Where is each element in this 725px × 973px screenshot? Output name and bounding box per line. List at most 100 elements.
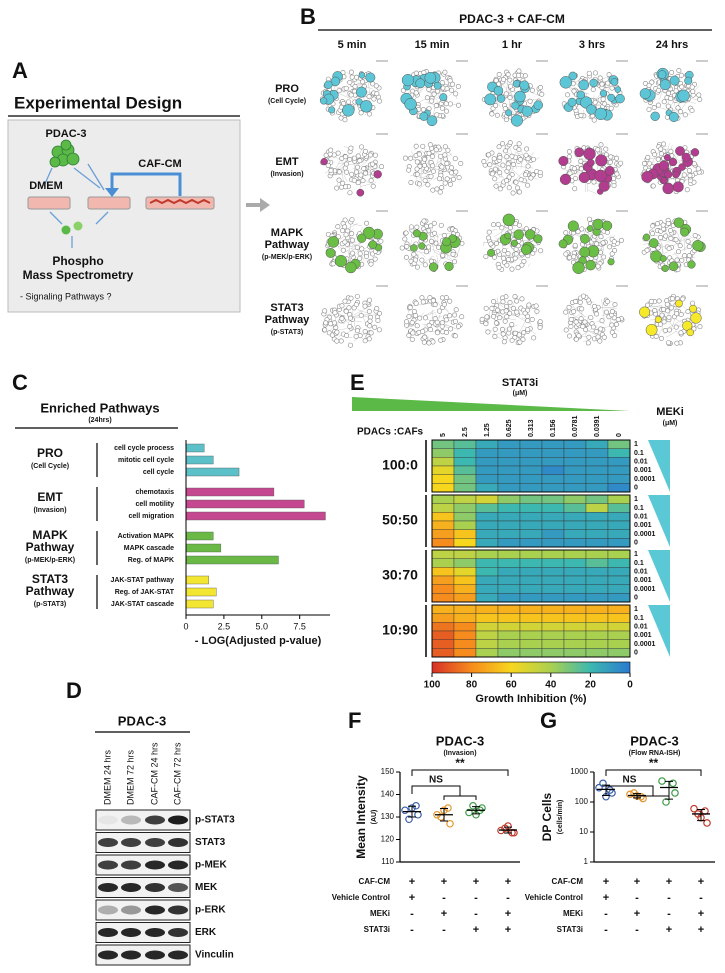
network-node — [609, 85, 615, 91]
heatmap-cell — [519, 584, 543, 594]
heatmap-cell — [607, 503, 631, 513]
network-node — [490, 222, 496, 228]
network-node — [524, 146, 530, 152]
network-node — [445, 147, 451, 153]
y-tick-label: 140 — [381, 790, 395, 799]
group-sublabel: (Invasion) — [33, 507, 66, 514]
panel-title: PDAC-3 + CAF-CM — [459, 12, 565, 26]
network-node-hit — [442, 237, 451, 247]
heatmap-cell — [607, 648, 631, 658]
data-point — [606, 786, 614, 794]
network-node — [612, 333, 618, 339]
network-node-hit — [505, 109, 513, 117]
network-node — [362, 303, 368, 309]
network-edge — [601, 299, 605, 319]
network-node — [411, 251, 417, 257]
network-edge — [675, 230, 682, 241]
flow-arrow-head — [260, 198, 270, 212]
network-node — [506, 185, 512, 191]
network-node — [432, 316, 438, 322]
network-node — [439, 164, 445, 170]
heatmap-cell — [585, 584, 609, 594]
category-label: cell cycle — [143, 469, 174, 476]
network-node — [609, 251, 615, 257]
block-label: 10:90 — [382, 622, 418, 638]
network-node — [503, 308, 509, 314]
network-node — [376, 327, 382, 333]
network-node — [447, 78, 453, 84]
colorbar-tick-label: 60 — [506, 680, 518, 691]
network-node — [339, 303, 345, 309]
group-label: Pathway — [26, 540, 75, 554]
heatmap-cell — [453, 538, 477, 548]
network-node — [323, 152, 329, 158]
heatmap-cell — [519, 639, 543, 649]
network-node — [440, 252, 446, 258]
condition-sign: - — [604, 908, 608, 920]
network-node-hit — [648, 238, 659, 248]
column-label: 0.625 — [506, 419, 513, 437]
condition-sign: - — [506, 892, 510, 904]
network-node — [357, 251, 363, 257]
heatmap-cell — [497, 630, 521, 640]
network-node — [403, 254, 409, 260]
network-node-hit — [558, 155, 569, 167]
network-node — [650, 231, 656, 237]
data-point — [465, 808, 473, 817]
arrow-head — [105, 188, 119, 197]
network-node — [573, 319, 579, 325]
heatmap-cell — [453, 448, 477, 458]
network-node — [455, 102, 461, 108]
heatmap-cell — [431, 558, 455, 568]
heatmap-cell — [607, 575, 631, 585]
heatmap-cell — [497, 512, 521, 522]
network-edge — [609, 318, 619, 323]
heatmap-cell — [541, 575, 565, 585]
network-node-hit — [659, 255, 667, 263]
network-edge — [353, 338, 359, 342]
network-node-hit — [328, 106, 336, 114]
heatmap-cell — [607, 593, 631, 603]
error-bar — [472, 806, 480, 815]
network-node-hit — [672, 181, 684, 193]
data-point — [662, 798, 670, 806]
y-axis-label: Mean Intensity — [354, 775, 368, 859]
network-node — [578, 112, 584, 118]
colorbar — [431, 661, 631, 674]
network-edge — [496, 174, 502, 178]
network-node — [497, 170, 503, 176]
network-node-hit — [607, 258, 615, 266]
network-node — [434, 112, 440, 118]
network-node — [327, 151, 333, 157]
network-node — [504, 262, 510, 268]
heatmap-cell — [497, 593, 521, 603]
network-node — [611, 183, 617, 189]
row-label: 0 — [634, 540, 638, 547]
network-node — [431, 91, 437, 97]
network-node — [603, 146, 609, 152]
network-node — [516, 141, 522, 147]
heatmap-cell — [541, 567, 565, 577]
network-node — [659, 312, 665, 318]
condition-sign: - — [442, 924, 446, 936]
network-node-hit — [345, 261, 357, 274]
network-node — [481, 159, 487, 165]
network-node — [343, 85, 349, 91]
y-axis-unit: (AU) — [371, 810, 378, 825]
network-node — [328, 321, 334, 327]
network-node — [668, 235, 674, 241]
heatmap-cell — [585, 622, 609, 632]
network-edge — [650, 305, 663, 308]
condition-sign: - — [635, 924, 639, 936]
network-node — [434, 186, 440, 192]
heatmap-cell — [519, 483, 543, 493]
category-label: Activation MAPK — [118, 533, 174, 540]
network-node — [414, 323, 420, 329]
heatmap-cell — [431, 465, 455, 475]
network-node — [442, 156, 448, 162]
band — [168, 950, 188, 960]
blot-label: Vinculin — [195, 950, 234, 961]
heatmap-cell — [541, 503, 565, 513]
condition-label: STAT3i — [557, 925, 583, 934]
network-node — [362, 329, 368, 335]
